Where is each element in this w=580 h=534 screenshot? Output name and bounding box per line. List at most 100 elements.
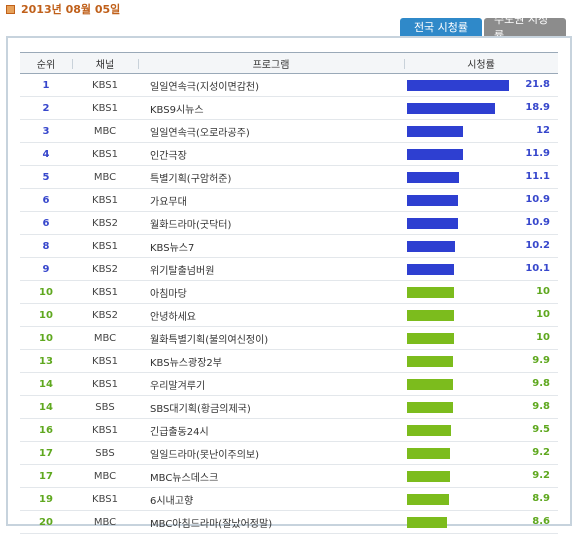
table-row: 3 MBC 일일연속극(오로라공주) 12 bbox=[20, 120, 558, 143]
program-cell[interactable]: 일일연속극(오로라공주) bbox=[150, 127, 250, 139]
channel-cell: KBS1 bbox=[92, 102, 118, 114]
table-row: 5 MBC 특별기획(구암허준) 11.1 bbox=[20, 166, 558, 189]
rating-value: 21.8 bbox=[525, 79, 550, 90]
program-cell[interactable]: 일일드라마(못난이주의보) bbox=[150, 449, 260, 461]
rating-cell: 9.5 bbox=[404, 419, 558, 441]
channel-cell: MBC bbox=[93, 470, 117, 482]
rating-bar bbox=[407, 264, 454, 275]
rating-cell: 18.9 bbox=[404, 97, 558, 119]
table-body: 1 KBS1 일일연속극(지성이면감천) 21.8 2 KBS1 KBS9시뉴스 18.9 3 M… bbox=[20, 74, 558, 534]
rating-bar bbox=[407, 517, 447, 528]
program-cell[interactable]: 가요무대 bbox=[150, 196, 187, 208]
program-cell[interactable]: KBS뉴스7 bbox=[150, 242, 195, 254]
program-cell[interactable]: 월화특별기획(불의여신정이) bbox=[150, 334, 269, 346]
channel-cell: KBS1 bbox=[92, 493, 118, 505]
channel-cell: KBS2 bbox=[92, 309, 118, 321]
table-row: 17 MBC MBC뉴스데스크 9.2 bbox=[20, 465, 558, 488]
table-row: 9 KBS2 위기탈출넘버원 10.1 bbox=[20, 258, 558, 281]
table-row: 10 KBS2 안녕하세요 10 bbox=[20, 304, 558, 327]
rating-cell: 9.8 bbox=[404, 396, 558, 418]
rating-value: 9.2 bbox=[532, 470, 550, 481]
table-header: 순위 채널 프로그램 시청률 bbox=[20, 52, 558, 74]
program-cell[interactable]: 안녕하세요 bbox=[150, 311, 196, 323]
program-cell[interactable]: 긴급출동24시 bbox=[150, 426, 209, 438]
table-row: 1 KBS1 일일연속극(지성이면감천) 21.8 bbox=[20, 74, 558, 97]
program-cell[interactable]: 우리말겨루기 bbox=[150, 380, 206, 392]
rank-cell: 1 bbox=[42, 79, 50, 91]
rank-cell: 3 bbox=[42, 125, 50, 137]
program-cell[interactable]: KBS9시뉴스 bbox=[150, 104, 204, 116]
channel-cell: MBC bbox=[93, 516, 117, 528]
rating-bar bbox=[407, 356, 453, 367]
rank-cell: 17 bbox=[39, 470, 53, 482]
rating-bar bbox=[407, 218, 458, 229]
program-cell[interactable]: 인간극장 bbox=[150, 150, 187, 162]
rating-bar bbox=[407, 310, 454, 321]
channel-cell: KBS1 bbox=[92, 424, 118, 436]
table-row: 17 SBS 일일드라마(못난이주의보) 9.2 bbox=[20, 442, 558, 465]
tab-national[interactable]: 전국 시청률 bbox=[400, 18, 482, 36]
rank-cell: 10 bbox=[39, 332, 53, 344]
table-row: 19 KBS1 6시내고향 8.9 bbox=[20, 488, 558, 511]
rating-value: 9.8 bbox=[532, 378, 550, 389]
rating-cell: 10 bbox=[404, 327, 558, 349]
rating-cell: 9.2 bbox=[404, 465, 558, 487]
rating-bar bbox=[407, 448, 450, 459]
table-row: 14 SBS SBS대기획(황금의제국) 9.8 bbox=[20, 396, 558, 419]
rank-cell: 6 bbox=[42, 217, 50, 229]
channel-cell: KBS1 bbox=[92, 286, 118, 298]
table-row: 16 KBS1 긴급출동24시 9.5 bbox=[20, 419, 558, 442]
rating-cell: 9.2 bbox=[404, 442, 558, 464]
tab-metro[interactable]: 수도권 시청률 bbox=[484, 13, 566, 42]
rating-value: 12 bbox=[536, 125, 550, 136]
rating-value: 9.5 bbox=[532, 424, 550, 435]
rating-bar bbox=[407, 80, 509, 91]
table-row: 14 KBS1 우리말겨루기 9.8 bbox=[20, 373, 558, 396]
program-cell[interactable]: 특별기획(구암허준) bbox=[150, 173, 232, 185]
rating-value: 9.2 bbox=[532, 447, 550, 458]
program-cell[interactable]: 6시내고향 bbox=[150, 495, 194, 507]
table-row: 20 MBC MBC아침드라마(잘났어정말) 8.6 bbox=[20, 511, 558, 534]
rank-cell: 10 bbox=[39, 286, 53, 298]
rating-bar bbox=[407, 494, 449, 505]
program-cell[interactable]: SBS대기획(황금의제국) bbox=[150, 403, 251, 415]
table-row: 6 KBS2 월화드라마(굿닥터) 10.9 bbox=[20, 212, 558, 235]
program-cell[interactable]: KBS뉴스광장2부 bbox=[150, 357, 222, 369]
program-cell[interactable]: 일일연속극(지성이면감천) bbox=[150, 81, 260, 93]
channel-cell: MBC bbox=[93, 332, 117, 344]
date-header: 2013년 08월 05일 bbox=[6, 0, 120, 18]
header-rating: 시청률 bbox=[404, 56, 558, 71]
table-row: 10 KBS1 아침마당 10 bbox=[20, 281, 558, 304]
rating-value: 10.9 bbox=[525, 194, 550, 205]
rating-value: 8.6 bbox=[532, 516, 550, 527]
rating-bar bbox=[407, 172, 459, 183]
channel-cell: KBS1 bbox=[92, 240, 118, 252]
table-row: 4 KBS1 인간극장 11.9 bbox=[20, 143, 558, 166]
rating-cell: 10.2 bbox=[404, 235, 558, 257]
table-row: 2 KBS1 KBS9시뉴스 18.9 bbox=[20, 97, 558, 120]
header-program: 프로그램 bbox=[138, 56, 404, 71]
rank-cell: 13 bbox=[39, 355, 53, 367]
program-cell[interactable]: 위기탈출넘버원 bbox=[150, 265, 215, 277]
rating-cell: 11.1 bbox=[404, 166, 558, 188]
rank-cell: 9 bbox=[42, 263, 50, 275]
rank-cell: 14 bbox=[39, 378, 53, 390]
rating-bar bbox=[407, 379, 453, 390]
table-row: 13 KBS1 KBS뉴스광장2부 9.9 bbox=[20, 350, 558, 373]
rank-cell: 10 bbox=[39, 309, 53, 321]
rating-cell: 10.9 bbox=[404, 212, 558, 234]
rating-bar bbox=[407, 126, 463, 137]
channel-cell: KBS1 bbox=[92, 378, 118, 390]
program-cell[interactable]: MBC뉴스데스크 bbox=[150, 472, 219, 484]
rating-bar bbox=[407, 402, 453, 413]
table-row: 8 KBS1 KBS뉴스7 10.2 bbox=[20, 235, 558, 258]
rank-cell: 17 bbox=[39, 447, 53, 459]
channel-cell: MBC bbox=[93, 125, 117, 137]
program-cell[interactable]: 아침마당 bbox=[150, 288, 187, 300]
rating-cell: 9.9 bbox=[404, 350, 558, 372]
channel-cell: KBS1 bbox=[92, 79, 118, 91]
channel-cell: SBS bbox=[95, 447, 115, 459]
rating-cell: 10.1 bbox=[404, 258, 558, 280]
program-cell[interactable]: MBC아침드라마(잘났어정말) bbox=[150, 518, 273, 530]
program-cell[interactable]: 월화드라마(굿닥터) bbox=[150, 219, 232, 231]
